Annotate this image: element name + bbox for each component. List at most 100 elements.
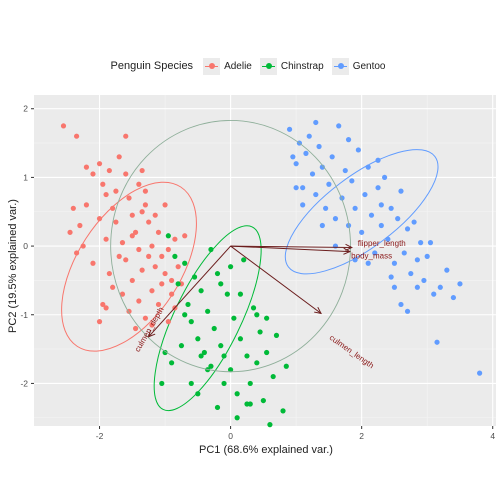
point-adelie [155,229,162,235]
point-gentoo [444,267,450,273]
point-adelie [132,229,139,235]
point-adelie [159,281,165,287]
point-adelie [165,319,171,325]
point-chinstrap [237,336,244,342]
arrow-label-body_mass: body_mass [351,251,392,260]
y-tick-label: 0 [23,241,28,251]
point-adelie [83,164,90,170]
point-chinstrap [224,291,230,297]
point-adelie [165,246,171,253]
data-points [60,119,483,428]
point-gentoo [391,284,398,290]
point-adelie [77,222,83,229]
legend-key-adelie [203,57,221,75]
point-gentoo [427,240,434,246]
point-gentoo [477,370,483,376]
grid-minor [34,95,496,426]
point-gentoo [306,133,312,139]
point-adelie [139,167,145,174]
point-chinstrap [214,270,221,277]
point-gentoo [368,212,375,218]
y-axis-label: PC2 (19.5% explained var.) [7,199,19,333]
point-adelie [139,267,145,273]
point-gentoo [290,154,296,160]
point-chinstrap [280,408,286,414]
point-adelie [136,181,142,187]
point-adelie [123,133,129,139]
point-gentoo [319,164,325,170]
point-gentoo [309,171,316,177]
point-adelie [126,195,132,201]
point-gentoo [326,181,332,187]
legend-label-adelie: Adelie [224,60,252,72]
arrowhead-body_mass [343,247,352,255]
point-adelie [113,219,119,225]
point-chinstrap [234,391,240,397]
point-gentoo [437,284,443,290]
point-chinstrap [283,363,289,369]
arrowhead-culmen_length [314,306,322,315]
point-chinstrap [231,315,237,321]
point-chinstrap [198,288,204,294]
point-gentoo [434,339,440,345]
point-adelie [169,277,175,284]
point-gentoo [293,161,299,167]
point-chinstrap [175,281,181,287]
point-chinstrap [185,301,191,308]
point-adelie [123,171,129,177]
point-adelie [106,270,112,277]
point-chinstrap [208,246,214,253]
point-gentoo [355,147,361,153]
point-adelie [132,325,139,332]
point-gentoo [418,240,424,246]
point-adelie [149,243,155,249]
point-chinstrap [257,329,263,335]
point-adelie [103,305,109,311]
point-gentoo [414,257,420,263]
legend-item-chinstrap: Chinstrap [259,57,324,75]
point-gentoo [300,185,306,191]
point-gentoo [375,185,381,191]
point-chinstrap [165,233,171,239]
point-chinstrap [182,260,188,266]
x-axis-label: PC1 (68.6% explained var.) [199,444,333,456]
point-adelie [67,229,73,235]
legend: Penguin Species Adelie Chinstrap Gentoo [0,56,504,76]
point-gentoo [385,236,391,242]
point-gentoo [404,226,411,232]
point-adelie [116,253,122,259]
point-gentoo [286,126,293,132]
point-chinstrap [254,312,260,318]
point-adelie [146,219,152,225]
point-chinstrap [264,349,270,356]
x-tick-label: 0 [228,431,233,441]
point-gentoo [319,222,325,229]
point-adelie [116,154,122,160]
point-adelie [136,246,142,253]
point-gentoo [414,284,420,290]
point-adelie [129,277,135,284]
point-gentoo [381,174,388,181]
point-adelie [110,205,116,211]
arrow-culmen_depth [148,245,231,338]
point-adelie [162,270,168,277]
point-gentoo [378,222,384,229]
point-adelie [73,250,80,256]
point-gentoo [457,281,463,287]
point-gentoo [424,253,430,259]
point-chinstrap [205,308,211,314]
arrow-flipper_length [230,245,352,248]
point-gentoo [345,137,352,143]
point-gentoo [398,301,404,308]
point-gentoo [431,291,437,297]
point-adelie [152,212,158,218]
point-chinstrap [260,397,266,404]
point-gentoo [313,191,319,198]
point-gentoo [372,250,378,256]
x-tick-label: -2 [96,431,104,441]
point-gentoo [388,274,394,280]
unit-circle [110,119,351,373]
point-adelie [100,301,106,308]
x-tick-labels: -2 0 2 4 [96,426,495,441]
